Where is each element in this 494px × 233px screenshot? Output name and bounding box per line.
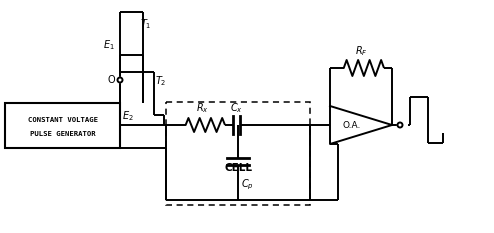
Circle shape	[398, 123, 403, 127]
Text: $C_x$: $C_x$	[230, 101, 243, 115]
Text: O: O	[107, 75, 115, 85]
Text: O.A.: O.A.	[343, 120, 361, 130]
Circle shape	[118, 78, 123, 82]
Text: $E_2$: $E_2$	[122, 109, 134, 123]
Text: $C_p$: $C_p$	[241, 178, 254, 192]
Text: $T_2$: $T_2$	[155, 74, 166, 88]
Text: CELL: CELL	[224, 163, 252, 173]
Bar	[5, 103, 120, 148]
Text: $R_F$: $R_F$	[355, 44, 368, 58]
Text: $R_x$: $R_x$	[196, 101, 209, 115]
Text: $E_1$: $E_1$	[103, 38, 115, 52]
Bar	[166, 102, 310, 205]
Text: PULSE GENERATOR: PULSE GENERATOR	[30, 130, 95, 137]
Text: $T_1$: $T_1$	[140, 17, 152, 31]
Text: CONSTANT VOLTAGE: CONSTANT VOLTAGE	[28, 116, 97, 123]
